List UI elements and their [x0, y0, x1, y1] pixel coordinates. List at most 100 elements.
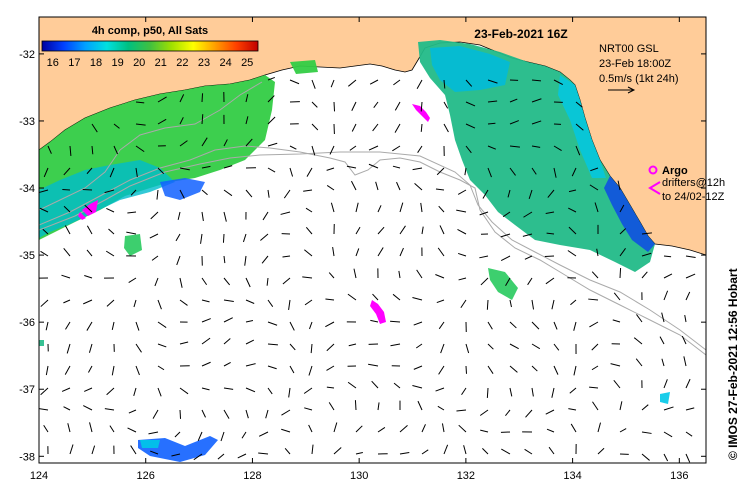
current-vector [372, 123, 379, 132]
current-vector [641, 271, 648, 279]
y-tick-label: -35 [19, 250, 35, 262]
current-vector [465, 79, 473, 87]
current-vector [281, 428, 291, 433]
current-vector [289, 365, 295, 374]
current-vector [201, 337, 211, 345]
current-vector [83, 299, 93, 305]
current-vector [685, 255, 696, 259]
current-vector [685, 407, 695, 411]
current-vector [157, 118, 167, 125]
current-vector [135, 101, 145, 104]
y-tick-label: -38 [19, 451, 35, 463]
current-vector [531, 299, 535, 310]
current-vector [509, 365, 518, 373]
current-vector [370, 319, 379, 323]
current-vector [507, 189, 511, 198]
current-vector [393, 79, 401, 86]
current-vector [245, 387, 256, 393]
current-vector [245, 116, 249, 125]
current-vector [201, 211, 204, 222]
current-vector [267, 142, 278, 147]
current-vector [304, 249, 313, 257]
current-vector [135, 343, 142, 353]
current-vector [304, 299, 313, 306]
current-legend-line2: 23-Feb 18:00Z [599, 58, 671, 70]
current-vector [133, 299, 137, 308]
current-vector [39, 408, 49, 411]
current-vector [179, 117, 184, 125]
sst-patch-coast-blue [604, 176, 655, 252]
current-vector [355, 248, 360, 257]
current-vector [420, 202, 423, 213]
current-vector [573, 365, 577, 376]
current-vector [201, 299, 210, 303]
current-vector [42, 228, 49, 235]
current-vector [619, 267, 622, 279]
current-vector [201, 318, 211, 323]
current-vector [91, 145, 94, 155]
current-vector [40, 250, 49, 257]
current-vector [148, 431, 159, 435]
current-vector [330, 79, 335, 88]
sst-patch-west [124, 234, 142, 256]
current-vector [390, 343, 401, 347]
current-vector [84, 275, 93, 279]
current-vector [355, 202, 359, 213]
current-vector [465, 101, 476, 107]
current-vector [201, 189, 208, 196]
current-vector [663, 290, 669, 301]
current-vector [460, 299, 467, 309]
current-vector [135, 167, 138, 177]
y-tick-label: -33 [19, 116, 35, 128]
current-vector [436, 299, 445, 304]
current-vector [193, 453, 203, 461]
current-vector [636, 314, 643, 323]
current-vector [487, 100, 498, 103]
current-vector [509, 343, 519, 350]
current-vector [63, 167, 71, 176]
current-vector [528, 189, 533, 200]
current-vector [179, 140, 188, 147]
current-vector [154, 277, 159, 287]
current-vector [223, 361, 231, 367]
drifter-marker-icon [648, 181, 661, 195]
current-vector [509, 167, 516, 176]
current-vector [392, 165, 401, 169]
current-vector [245, 138, 253, 147]
current-vector [553, 365, 559, 375]
current-vector [553, 167, 557, 178]
current-vector [156, 189, 159, 200]
current-vector [465, 123, 476, 129]
current-vector [267, 116, 276, 125]
current-vector [685, 291, 691, 301]
current-vector [523, 211, 533, 218]
sst-patch-gulfs [418, 40, 655, 272]
current-vector [149, 450, 159, 455]
current-vector [106, 387, 115, 396]
current-vector [553, 343, 560, 351]
colorbar-tick-label: 17 [68, 57, 80, 69]
current-vector [377, 247, 384, 257]
colorbar-tick-label: 25 [241, 57, 253, 69]
current-vector [501, 448, 511, 455]
current-vector [482, 448, 489, 455]
current-vector [480, 277, 489, 286]
current-vector [479, 255, 489, 259]
current-vector [438, 205, 445, 213]
current-vector [509, 321, 517, 329]
current-vector [398, 270, 401, 279]
current-vector [548, 446, 555, 455]
current-vector [641, 431, 652, 434]
current-vector [591, 343, 599, 351]
y-axis-ticks: -32 -33 -34 -35 -36 -37 -38 [19, 49, 706, 463]
current-vector [149, 233, 159, 239]
current-vector [573, 321, 577, 331]
current-vector [179, 277, 183, 288]
current-vector [111, 365, 115, 376]
current-vector [217, 453, 225, 460]
current-vector [613, 379, 621, 389]
argo-marker-icon [648, 165, 658, 175]
current-vector [440, 343, 445, 354]
colorbar-tick-labels: 16 17 18 19 20 21 22 23 24 25 [47, 57, 254, 69]
current-vector [377, 205, 382, 213]
